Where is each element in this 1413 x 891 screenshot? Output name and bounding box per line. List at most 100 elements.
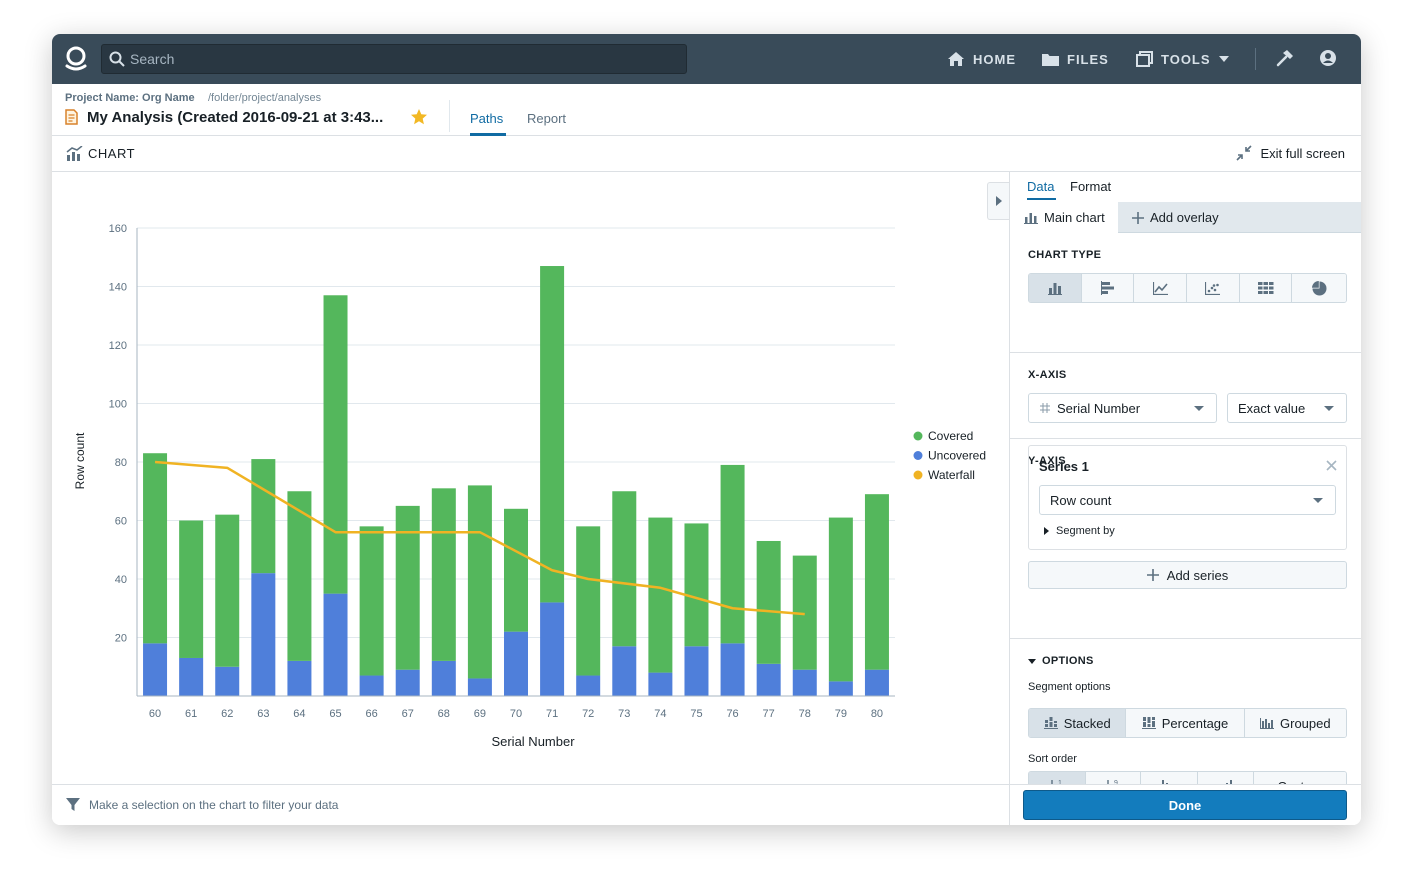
nav-files-button[interactable]: FILES	[1042, 49, 1109, 69]
chart-subtabs: Main chart Add overlay	[1010, 202, 1361, 233]
x-tick-label: 60	[149, 708, 161, 720]
series-metric-select[interactable]: Row count	[1039, 485, 1336, 515]
bar-uncovered-77[interactable]	[756, 663, 781, 696]
bar-covered-72[interactable]	[576, 526, 601, 676]
bar-covered-69[interactable]	[467, 485, 492, 679]
bar-uncovered-66[interactable]	[359, 675, 384, 696]
home-icon	[948, 52, 964, 66]
series-name[interactable]: Series 1	[1039, 459, 1089, 474]
bar-uncovered-68[interactable]	[431, 660, 456, 696]
done-button[interactable]: Done	[1023, 790, 1347, 820]
bar-uncovered-65[interactable]	[323, 593, 348, 696]
bar-covered-70[interactable]	[504, 508, 528, 632]
bar-covered-77[interactable]	[756, 540, 781, 664]
bar-uncovered-79[interactable]	[828, 681, 853, 696]
tab-data[interactable]: Data	[1027, 179, 1055, 194]
tab-report[interactable]: Report	[527, 111, 567, 126]
bar-covered-76[interactable]	[720, 464, 745, 644]
exit-fullscreen-button[interactable]: Exit full screen	[1236, 145, 1345, 161]
grouped-button[interactable]: Grouped	[1244, 709, 1346, 737]
grouped-label: Grouped	[1280, 715, 1331, 731]
x-tick-label: 65	[329, 708, 341, 720]
bar-covered-74[interactable]	[648, 517, 673, 673]
add-series-button[interactable]: Add series	[1028, 561, 1347, 589]
close-icon[interactable]	[1326, 460, 1337, 471]
chart-type-horizontal-bar-button[interactable]	[1081, 274, 1135, 302]
caret-down-icon	[1324, 406, 1334, 411]
chart-type-heatmap-button[interactable]	[1239, 274, 1293, 302]
search-input[interactable]	[130, 49, 670, 69]
bar-uncovered-67[interactable]	[395, 669, 420, 696]
tab-paths[interactable]: Paths	[470, 111, 504, 126]
waterfall-polyline[interactable]	[154, 460, 805, 616]
bar-covered-65[interactable]	[323, 295, 348, 594]
bar-uncovered-72[interactable]	[576, 675, 601, 696]
chart-type-section: CHART TYPE	[1010, 233, 1361, 353]
chart-area[interactable]: 20 40 60 80 100 120 140 160 60 61 62 63 64 65 66 67 68 69…	[52, 172, 1009, 784]
segment-by-toggle[interactable]: Segment by	[1044, 525, 1115, 537]
app-logo-icon[interactable]	[62, 45, 90, 73]
bar-covered-62[interactable]	[215, 514, 240, 667]
bar-uncovered-78[interactable]	[792, 669, 817, 696]
nav-tools-button[interactable]: TOOLS	[1136, 49, 1229, 69]
nav-home-button[interactable]: HOME	[947, 49, 1016, 69]
search-box[interactable]	[101, 44, 687, 74]
y-tick-label: 20	[115, 633, 127, 645]
x-axis-mode-select[interactable]: Exact value	[1227, 393, 1347, 423]
bar-covered-79[interactable]	[828, 517, 853, 682]
bar-uncovered-75[interactable]	[684, 646, 709, 696]
stacked-button[interactable]: Stacked	[1029, 709, 1127, 737]
star-icon[interactable]	[410, 108, 428, 126]
bar-uncovered-62[interactable]	[215, 666, 240, 696]
bar-covered-75[interactable]	[684, 523, 709, 647]
caret-right-icon	[996, 196, 1002, 206]
heatmap-grid-icon	[1257, 282, 1274, 294]
x-tick-label: 77	[763, 708, 775, 720]
bar-covered-61[interactable]	[179, 520, 204, 658]
add-overlay-tab[interactable]: Add overlay	[1132, 202, 1219, 233]
chart-type-scatter-button[interactable]	[1187, 274, 1240, 302]
bar-covered-73[interactable]	[612, 491, 637, 647]
collapse-panel-button[interactable]	[987, 182, 1009, 220]
user-icon[interactable]	[1319, 49, 1337, 67]
bar-uncovered-61[interactable]	[179, 657, 204, 696]
tab-format[interactable]: Format	[1070, 179, 1112, 194]
chart-type-pie-button[interactable]	[1292, 274, 1346, 302]
x-tick-label: 74	[654, 708, 666, 720]
bar-covered-66[interactable]	[359, 526, 384, 676]
bar-covered-64[interactable]	[287, 491, 312, 661]
caret-down-icon	[1194, 406, 1204, 411]
bar-covered-60[interactable]	[143, 453, 168, 644]
analysis-title[interactable]: My Analysis (Created 2016-09-21 at 3:43.…	[87, 109, 384, 126]
bar-uncovered-64[interactable]	[287, 660, 312, 696]
chart-type-bar-button[interactable]	[1029, 274, 1082, 302]
bar-chart[interactable]: 20 40 60 80 100 120 140 160 60 61 62 63 64 65 66 67 68 69…	[52, 172, 1009, 784]
bar-covered-71[interactable]	[540, 266, 565, 603]
hammer-icon[interactable]	[1276, 49, 1294, 67]
bar-uncovered-76[interactable]	[720, 643, 745, 696]
bar-uncovered-71[interactable]	[540, 602, 565, 696]
percentage-button[interactable]: Percentage	[1126, 709, 1245, 737]
bar-uncovered-73[interactable]	[612, 646, 637, 696]
active-tab-indicator	[470, 133, 506, 136]
bar-covered-80[interactable]	[864, 494, 889, 670]
bar-uncovered-74[interactable]	[648, 672, 673, 696]
main-chart-tab[interactable]: Main chart	[1010, 202, 1118, 233]
plus-icon	[1146, 569, 1159, 581]
x-axis-field-select[interactable]: Serial Number	[1028, 393, 1217, 423]
segment-options-label: Segment options	[1028, 681, 1111, 693]
bar-uncovered-80[interactable]	[864, 669, 889, 696]
chart-type-line-button[interactable]	[1134, 274, 1188, 302]
project-name[interactable]: Project Name: Org Name	[65, 92, 195, 104]
bar-covered-67[interactable]	[395, 505, 420, 670]
legend-swatch-covered	[913, 431, 923, 441]
bar-uncovered-60[interactable]	[143, 643, 168, 696]
bar-uncovered-63[interactable]	[251, 573, 276, 696]
bar-covered-68[interactable]	[431, 488, 456, 661]
folder-path[interactable]: /folder/project/analyses	[208, 92, 322, 104]
y-tick-label: 60	[115, 516, 127, 528]
bar-uncovered-70[interactable]	[504, 631, 528, 696]
bar-covered-63[interactable]	[251, 459, 276, 574]
options-toggle[interactable]: OPTIONS	[1028, 655, 1094, 667]
bar-uncovered-69[interactable]	[467, 678, 492, 696]
